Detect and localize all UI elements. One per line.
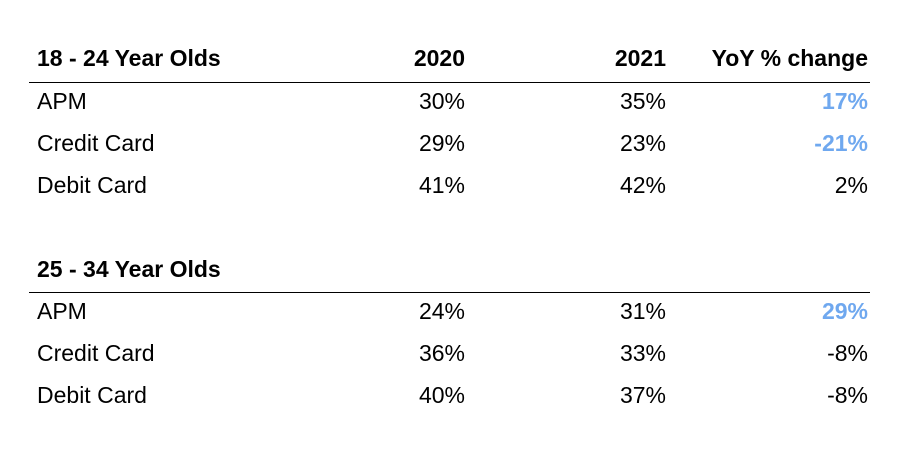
table-row: Debit Card 40% 37% -8% [29,374,870,416]
value-yoy: -8% [827,340,868,366]
value-yoy: -21% [814,130,868,156]
table-row: Debit Card 41% 42% 2% [29,164,870,206]
row-label: Credit Card [37,340,155,366]
column-header-2020: 2020 [413,45,465,71]
row-label: APM [37,298,87,324]
group-title: 25 - 34 Year Olds [37,256,221,282]
row-label: Debit Card [37,172,147,198]
value-2021: 35% [619,88,666,114]
value-yoy: -8% [827,382,868,408]
value-2020: 41% [418,172,465,198]
table-row: APM 30% 35% 17% [29,80,870,122]
row-label: Debit Card [37,382,147,408]
column-header-2021: 2021 [614,45,666,71]
table-row: Credit Card 29% 23% -21% [29,122,870,164]
table-row: APM 24% 31% 29% [29,290,870,332]
group-header-25-34: 25 - 34 Year Olds [29,248,870,290]
value-yoy: 2% [834,172,868,198]
row-label: APM [37,88,87,114]
row-label: Credit Card [37,130,155,156]
column-header-yoy: YoY % change [711,45,868,71]
header-divider [29,292,870,293]
value-2020: 40% [418,382,465,408]
group-title: 18 - 24 Year Olds [37,45,221,71]
value-2021: 33% [619,340,666,366]
value-2020: 36% [418,340,465,366]
table-row: Credit Card 36% 33% -8% [29,332,870,374]
value-2020: 30% [418,88,465,114]
value-2021: 23% [619,130,666,156]
value-yoy: 29% [821,298,868,324]
value-yoy: 17% [821,88,868,114]
value-2020: 24% [418,298,465,324]
value-2021: 42% [619,172,666,198]
value-2021: 31% [619,298,666,324]
header-divider [29,82,870,83]
value-2020: 29% [418,130,465,156]
group-header-18-24: 18 - 24 Year Olds 2020 2021 YoY % change [29,37,870,79]
value-2021: 37% [619,382,666,408]
